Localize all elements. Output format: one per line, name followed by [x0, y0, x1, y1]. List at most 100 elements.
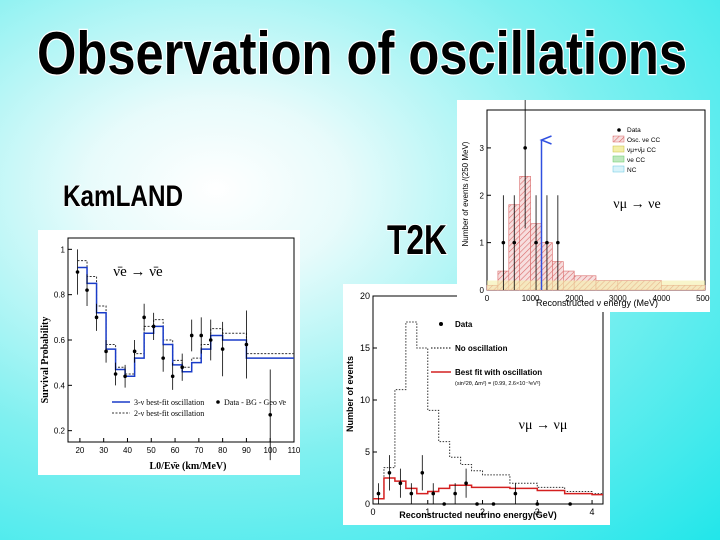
nue-y-tick-label: 3	[480, 144, 485, 153]
kamland-3nu-line	[77, 266, 294, 378]
nue-xlabel: Reconstructed ν energy (MeV)	[536, 298, 658, 308]
kamland-legend-3nu: 3-ν best-fit oscillation	[134, 398, 204, 407]
numu-y-tick-label: 20	[360, 291, 370, 301]
numu-xlabel: Reconstructed neutrino energy(GeV)	[399, 510, 557, 520]
nue-data-point	[512, 240, 517, 245]
numu-no-osc-line	[373, 321, 603, 500]
nue-legend-nc: NC	[627, 167, 637, 174]
nue-x-tick-label: 0	[485, 294, 490, 303]
kamland-legend-2nu: 2-ν best-fit oscillation	[134, 409, 204, 418]
numu-best-fit-line	[373, 477, 603, 500]
kamland-y-tick-label: 0.4	[54, 381, 66, 390]
kamland-y-tick-label: 1	[61, 245, 66, 254]
kamland-data-point	[161, 356, 165, 360]
nue-legend-data: Data	[627, 127, 641, 134]
nue-y-tick-label: 0	[480, 286, 485, 295]
kamland-ylabel: Survival Probability	[40, 317, 51, 404]
kamland-data-point	[123, 374, 127, 379]
kamland-data-point	[180, 365, 184, 369]
nue-legend-osc: Osc. νe CC	[627, 137, 661, 144]
kamland-data-point	[75, 270, 80, 274]
numu-data-point	[475, 502, 479, 506]
kamland-data-point	[94, 315, 99, 320]
nue-data-point	[501, 240, 506, 245]
nue-data-point	[545, 240, 549, 245]
nue-x-tick-label: 3000	[609, 294, 627, 303]
kamland-label-text: KamLAND	[63, 180, 183, 213]
nue-data-point	[534, 240, 538, 245]
numu-y-tick-label: 15	[360, 343, 370, 353]
numu-y-tick-label: 5	[365, 447, 370, 457]
kamland-data-point	[244, 342, 249, 347]
kamland-x-tick-label: 30	[99, 446, 108, 455]
t2k-nue-chart: Number of events /(250 MeV) Reconstructe…	[461, 67, 714, 308]
numu-legend: Data No oscillation Best fit with oscill…	[431, 320, 542, 387]
nue-y-tick-label: 2	[480, 191, 485, 200]
kamland-label: KamLAND	[62, 179, 184, 214]
numu-channel: νμ → νμ	[519, 418, 568, 433]
kamland-data-point	[268, 413, 273, 417]
nue-legend-nue-swatch	[612, 155, 625, 163]
kamland-legend: 3-ν best-fit oscillation 2-ν best-fit os…	[112, 398, 286, 418]
numu-legend-data: Data	[455, 320, 473, 329]
numu-legend-bestfit: Best fit with oscillation	[455, 368, 542, 377]
kamland-panel: Survival Probability L0/Eν̄e (km/MeV) ν̄…	[38, 230, 301, 475]
numu-y-tick-label: 0	[365, 499, 370, 509]
kamland-data-point	[208, 338, 213, 342]
nue-data-point	[556, 240, 560, 245]
nue-legend: Data Osc. νe CC νμ+ν̄μ CC νe CC NC	[612, 127, 661, 174]
kamland-data-point	[142, 315, 146, 320]
numu-x-tick-label: 2	[480, 507, 485, 517]
nue-legend-osc-swatch	[612, 135, 625, 143]
numu-x-tick-label: 3	[535, 507, 540, 517]
slide-title-text: Observation of oscillations	[37, 20, 687, 87]
numu-data-point	[398, 481, 403, 485]
kamland-legend-data-swatch	[216, 400, 220, 404]
nue-channel: νμ → νe	[613, 197, 660, 212]
nue-x-tick-label: 2000	[565, 294, 583, 303]
t2k-label-text: T2K	[387, 216, 447, 262]
nue-y-tick-label: 1	[480, 239, 485, 248]
kamland-x-tick-label: 60	[171, 446, 180, 455]
kamland-data-point	[170, 374, 175, 379]
kamland-x-tick-label: 40	[123, 446, 132, 455]
numu-data-point	[431, 491, 436, 496]
numu-frame	[372, 295, 604, 505]
numu-x-tick-label: 1	[425, 507, 430, 517]
nue-legend-numu-swatch	[612, 145, 625, 153]
numu-x-tick-label: 0	[370, 507, 375, 517]
kamland-data-point	[113, 372, 118, 376]
nue-legend-nc-swatch	[612, 165, 625, 173]
numu-data-point	[568, 502, 572, 506]
t2k-nue-panel: Number of events /(250 MeV) Reconstructe…	[457, 67, 714, 312]
numu-legend-data-swatch	[439, 322, 443, 326]
kamland-channel: ν̄e → ν̄e	[113, 264, 163, 280]
kamland-data-point	[85, 288, 89, 292]
kamland-data-point	[132, 349, 137, 354]
kamland-chart: Survival Probability L0/Eν̄e (km/MeV) ν̄…	[40, 237, 301, 472]
numu-data-point	[376, 491, 381, 496]
nue-ylabel: Number of events /(250 MeV)	[461, 141, 470, 246]
numu-data-point	[535, 502, 540, 506]
kamland-x-tick-label: 90	[242, 446, 251, 455]
kamland-data-point	[104, 349, 108, 354]
t2k-label: T2K	[386, 215, 448, 262]
kamland-x-tick-label: 20	[75, 446, 84, 455]
kamland-data-point	[199, 333, 204, 338]
numu-legend-noosc: No oscillation	[455, 344, 508, 353]
slide-title: Observation of oscillations	[36, 19, 689, 89]
numu-data-point	[513, 491, 518, 496]
kamland-y-tick-label: 0.8	[54, 291, 66, 300]
kamland-legend-data: Data - BG - Geo ν̄e	[224, 398, 286, 407]
nue-data-point	[523, 146, 527, 150]
nue-cut-arrow	[539, 135, 552, 145]
kamland-2nu-line	[77, 260, 294, 375]
numu-x-tick-label: 4	[590, 507, 595, 517]
numu-data-point	[464, 481, 468, 485]
kamland-x-tick-label: 80	[218, 446, 227, 455]
kamland-data-point	[189, 333, 194, 338]
numu-data-point	[409, 491, 414, 496]
nue-beam-band	[487, 280, 705, 290]
kamland-x-tick-label: 50	[147, 446, 156, 455]
numu-ylabel: Number of events	[345, 356, 355, 432]
